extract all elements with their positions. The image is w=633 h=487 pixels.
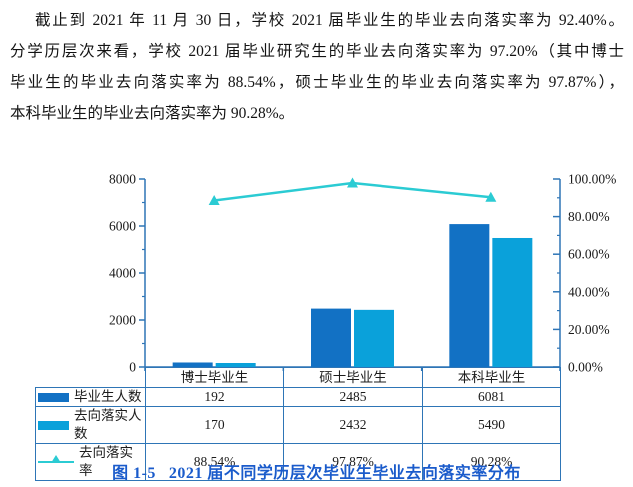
column-header-doctoral: 博士毕业生: [145, 367, 284, 388]
value-cell: 90.28%: [422, 443, 561, 481]
svg-text:2000: 2000: [109, 313, 136, 328]
svg-text:100.00%: 100.00%: [568, 172, 616, 187]
line-marker-swatch-icon: [38, 455, 74, 464]
paragraph-line: 分学历层次来看，学校 2021 届毕业研究生的毕业去向落实率为 97.20%（其…: [10, 43, 624, 60]
value-cell: 2485: [283, 387, 423, 407]
column-header-master: 硕士毕业生: [283, 367, 423, 388]
legend-label: 毕业生人数: [74, 389, 142, 404]
value-cell: 97.87%: [283, 443, 423, 481]
legend-cell-implemented: 去向落实人数: [35, 406, 146, 444]
table-header-row: 博士毕业生 硕士毕业生 本科毕业生: [36, 367, 561, 388]
table-row-rate: 去向落实率 88.54% 97.87% 90.28%: [35, 443, 561, 481]
paragraph-line: 本科毕业生的毕业去向落实率为 90.28%。: [10, 105, 295, 122]
svg-text:0: 0: [129, 360, 136, 375]
svg-text:80.00%: 80.00%: [568, 209, 610, 224]
legend-label: 去向落实人数: [74, 408, 142, 441]
table-row-graduates: 毕业生人数 192 2485 6081: [35, 387, 561, 407]
chart-data-table: 博士毕业生 硕士毕业生 本科毕业生 毕业生人数 192 2485 6081: [35, 367, 561, 481]
table-corner-cell: [36, 368, 146, 388]
svg-text:0.00%: 0.00%: [568, 360, 603, 375]
value-cell: 2432: [283, 406, 423, 444]
svg-text:20.00%: 20.00%: [568, 322, 610, 337]
value-cell: 170: [145, 406, 284, 444]
svg-text:40.00%: 40.00%: [568, 284, 610, 299]
table-row-implemented: 去向落实人数 170 2432 5490: [35, 406, 561, 444]
svg-text:4000: 4000: [109, 266, 136, 281]
svg-text:60.00%: 60.00%: [568, 247, 610, 262]
value-cell: 5490: [422, 406, 561, 444]
value-cell: 88.54%: [145, 443, 284, 481]
value-cell: 192: [145, 387, 284, 407]
figure-caption: 图 1-5 2021 届不同学历层次毕业生毕业去向落实率分布: [0, 459, 633, 483]
figure-number: 图 1-5: [112, 465, 156, 482]
bar-swatch-icon: [38, 420, 69, 430]
svg-text:8000: 8000: [109, 172, 136, 187]
paragraph-line: 毕业生的毕业去向落实率为 88.54%，硕士毕业生的毕业去向落实率为 97.87…: [10, 74, 624, 91]
intro-paragraph: 截止到 2021 年 11 月 30 日，学校 2021 届毕业生的毕业去向落实…: [10, 5, 624, 129]
column-header-undergraduate: 本科毕业生: [422, 367, 561, 388]
value-cell: 6081: [422, 387, 561, 407]
figure-title: 2021 届不同学历层次毕业生毕业去向落实率分布: [168, 465, 521, 482]
legend-cell-rate: 去向落实率: [35, 443, 146, 481]
svg-text:6000: 6000: [109, 219, 136, 234]
legend-label: 去向落实率: [79, 445, 133, 478]
bar-swatch-icon: [38, 392, 69, 402]
legend-cell-graduates: 毕业生人数: [35, 387, 146, 407]
paragraph-line: 截止到 2021 年 11 月 30 日，学校 2021 届毕业生的毕业去向落实…: [35, 12, 624, 29]
